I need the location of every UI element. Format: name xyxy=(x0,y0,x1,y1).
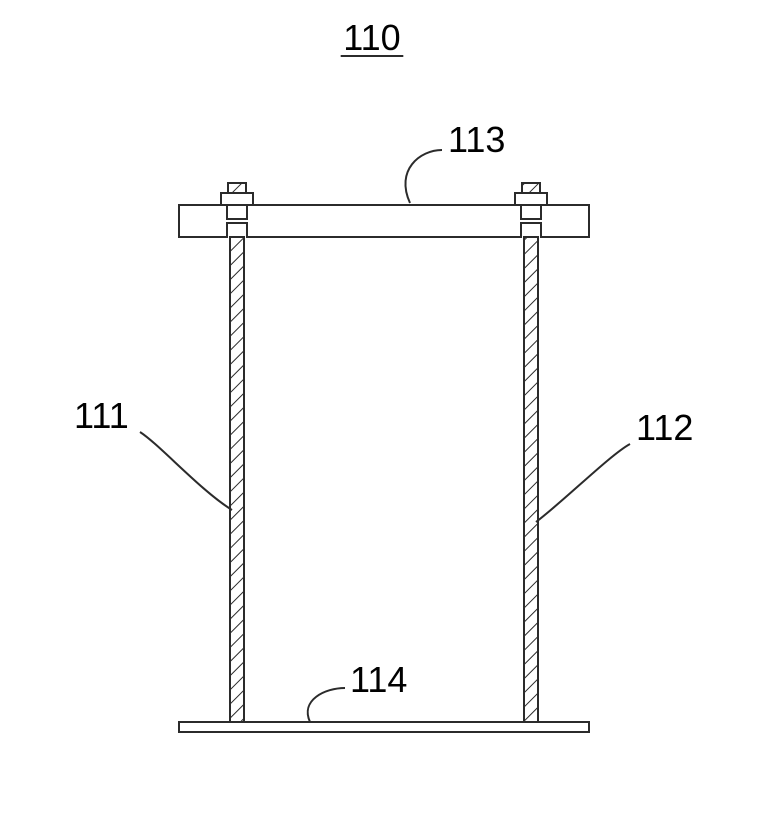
label-112: 112 xyxy=(636,407,693,448)
label-114: 114 xyxy=(350,659,407,700)
rod-left xyxy=(230,237,244,722)
figure-title: 110 xyxy=(343,17,400,58)
leader-113 xyxy=(405,150,442,203)
rod-right xyxy=(524,237,538,722)
label-111: 111 xyxy=(74,395,129,436)
bottom-bar xyxy=(179,722,589,732)
rod-right-nut xyxy=(515,193,547,205)
top-bar xyxy=(179,205,589,237)
rod-left-stud xyxy=(228,183,246,193)
leader-114 xyxy=(308,688,345,722)
rod-right-stud xyxy=(522,183,540,193)
rod-left-nut xyxy=(221,193,253,205)
label-113: 113 xyxy=(448,119,505,160)
leader-112 xyxy=(536,444,630,522)
leader-111 xyxy=(140,432,232,510)
